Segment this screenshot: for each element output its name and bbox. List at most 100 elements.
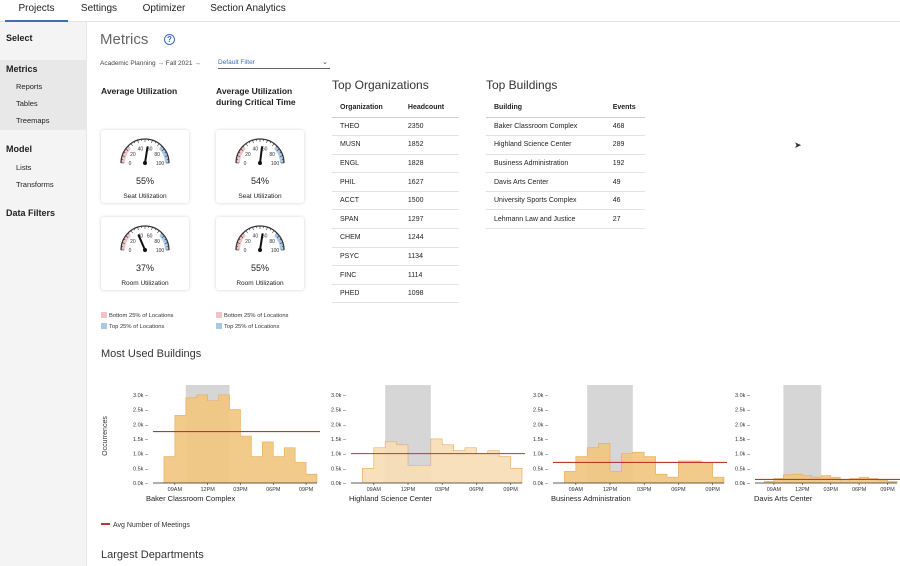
- x-tick-label: 03PM: [824, 487, 839, 493]
- table-row[interactable]: THEO 2350: [332, 117, 459, 137]
- table-row[interactable]: PHIL 1627: [332, 172, 459, 192]
- help-icon[interactable]: ?: [164, 34, 175, 45]
- legend-top: Top 25% of Locations: [101, 323, 164, 330]
- y-tick-label: 0.0k –: [735, 481, 751, 487]
- cell-value: 49: [604, 172, 645, 192]
- sidebar-item-transforms[interactable]: Transforms: [16, 180, 54, 189]
- top-organizations-table: Organization Headcount THEO 2350 MUSN 1852 E…: [332, 99, 459, 304]
- sidebar-data-filters[interactable]: Data Filters: [6, 208, 56, 218]
- building-chart: Occurrences 3.0k – 2.5k – 2.0k – 1.5k – 1.0k …: [102, 385, 320, 493]
- gauge-tick: [279, 238, 282, 241]
- sidebar-model[interactable]: Model: [6, 144, 32, 154]
- gauge-tick: [252, 140, 254, 144]
- legend-swatch-bottom: [216, 312, 222, 318]
- table-row[interactable]: Business Administration 192: [486, 154, 645, 174]
- table-row[interactable]: Lehmann Law and Justice 27: [486, 209, 645, 230]
- y-tick-label: 2.0k –: [735, 422, 751, 428]
- gauge-band-bottom: [236, 233, 246, 251]
- x-tick-label: 09AM: [569, 487, 584, 493]
- gauge-tick: [122, 155, 126, 157]
- y-axis-label: Occurrences: [102, 416, 109, 456]
- table-row[interactable]: Baker Classroom Complex 468: [486, 117, 645, 137]
- gauge-card-room-critical: 0 20 40 60 80 100 55% Room Utilization: [216, 217, 304, 290]
- tab-settings[interactable]: Settings: [80, 3, 118, 14]
- top-nav: Projects Settings Optimizer Section Anal…: [0, 0, 900, 22]
- most-used-title: Most Used Buildings: [101, 348, 202, 360]
- gauge-hub: [258, 248, 262, 252]
- gauge-tick-label: 40: [138, 147, 144, 153]
- cell-value: 27: [604, 209, 645, 230]
- y-tick-label: 0.5k –: [331, 466, 347, 472]
- table-row[interactable]: ACCT 1500: [332, 191, 459, 211]
- cell-value: 1134: [399, 247, 459, 267]
- y-tick-label: 0.0k –: [533, 481, 549, 487]
- sidebar: Select Metrics Reports Tables Treemaps M…: [0, 22, 87, 566]
- tab-projects[interactable]: Projects: [5, 3, 68, 22]
- filter-select[interactable]: Default Filter ⌄: [218, 57, 330, 69]
- gauge-tick: [125, 148, 129, 151]
- x-tick-label: 09PM: [299, 487, 314, 493]
- gauge-tick: [151, 140, 153, 144]
- table-row[interactable]: Davis Arts Center 49: [486, 172, 645, 192]
- sidebar-item-tables[interactable]: Tables: [16, 99, 38, 108]
- gauge-tick-label: 20: [245, 239, 251, 245]
- gauge-label: Seat Utilization: [238, 193, 282, 200]
- top-buildings-title: Top Buildings: [486, 78, 558, 92]
- column-header[interactable]: Headcount: [399, 99, 459, 118]
- gauge-tick: [160, 145, 163, 148]
- y-tick-label: 2.5k –: [735, 408, 751, 414]
- table-row[interactable]: MUSN 1852: [332, 135, 459, 155]
- chart-title: Business Administration: [551, 494, 631, 503]
- cell-name: Business Administration: [486, 154, 605, 174]
- gauge-tick: [151, 227, 153, 231]
- legend-bottom: Bottom 25% of Locations: [216, 312, 288, 319]
- avg-utilization-title: Average Utilization: [101, 86, 178, 96]
- table-row[interactable]: ENGL 1828: [332, 154, 459, 174]
- gauge-tick-label: 80: [269, 239, 275, 245]
- y-tick-label: 3.0k –: [133, 393, 149, 399]
- table-row[interactable]: Highland Science Center 289: [486, 135, 645, 155]
- table-row[interactable]: PSYC 1134: [332, 247, 459, 267]
- table-row[interactable]: SPAN 1297: [332, 209, 459, 230]
- sidebar-item-reports[interactable]: Reports: [16, 82, 43, 91]
- gauge-hub: [143, 161, 147, 165]
- table-row[interactable]: University Sports Complex 46: [486, 191, 645, 211]
- tab-section-analytics[interactable]: Section Analytics: [210, 3, 286, 14]
- cell-name: ENGL: [332, 154, 400, 174]
- x-tick-label: 06PM: [671, 487, 686, 493]
- table-row[interactable]: PHED 1098: [332, 284, 459, 304]
- column-header[interactable]: Events: [604, 99, 645, 118]
- gauge-tick-label: 20: [245, 152, 251, 158]
- x-tick-label: 06PM: [469, 487, 484, 493]
- cell-name: Lehmann Law and Justice: [486, 209, 605, 230]
- y-tick-label: 1.5k –: [133, 437, 149, 443]
- column-header[interactable]: Organization: [332, 99, 400, 118]
- sidebar-item-lists[interactable]: Lists: [16, 163, 32, 172]
- table-row[interactable]: CHEM 1244: [332, 228, 459, 248]
- gauge-tick: [275, 232, 278, 235]
- sidebar-item-treemaps[interactable]: Treemaps: [16, 116, 50, 125]
- gauge-band-top: [159, 146, 169, 164]
- x-tick-label: 06PM: [266, 487, 281, 493]
- gauge-hub: [143, 248, 147, 252]
- cell-name: Baker Classroom Complex: [486, 117, 605, 137]
- gauge-tick: [157, 143, 160, 147]
- table-row[interactable]: FINC 1114: [332, 265, 459, 285]
- column-header[interactable]: Building: [486, 99, 605, 118]
- gauge-tick: [238, 238, 241, 241]
- gauge-band-bottom: [236, 146, 246, 164]
- cell-value: 2350: [399, 117, 459, 137]
- top-buildings-table: Building Events Baker Classroom Complex 4…: [486, 99, 645, 230]
- cell-name: PHED: [332, 284, 400, 304]
- gauge-label: Room Utilization: [236, 280, 284, 287]
- sidebar-select[interactable]: Select: [6, 33, 33, 43]
- gauge-tick: [269, 141, 272, 144]
- gauge-tick: [269, 228, 272, 231]
- tab-optimizer[interactable]: Optimizer: [142, 3, 186, 14]
- gauge-tick: [275, 145, 278, 148]
- gauge-tick: [122, 242, 126, 244]
- gauge-tick-label: 80: [154, 152, 160, 158]
- sidebar-metrics[interactable]: Metrics: [6, 64, 38, 74]
